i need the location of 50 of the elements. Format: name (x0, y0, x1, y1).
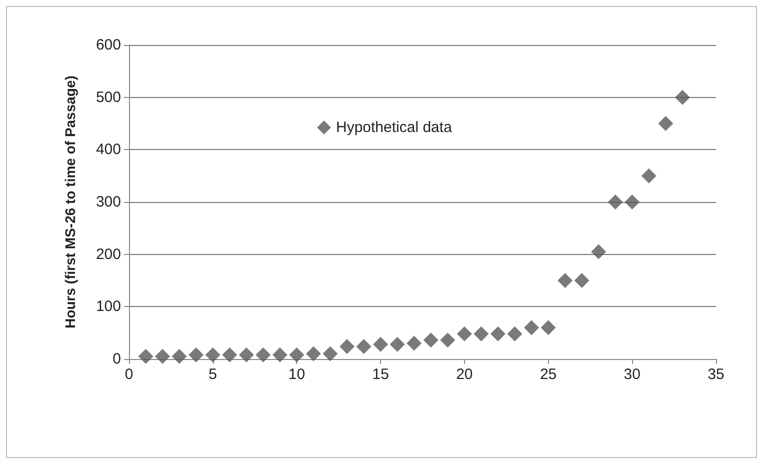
x-tick-label: 25 (540, 366, 557, 383)
point (289, 347, 304, 362)
x-tick-label: 20 (456, 366, 473, 383)
y-tick-label: 500 (96, 88, 121, 106)
y-tick-label: 600 (96, 36, 121, 54)
x-tick-label: 10 (288, 366, 306, 383)
point (456, 326, 472, 342)
point (641, 168, 656, 184)
point (340, 338, 355, 354)
point (540, 320, 556, 336)
point (507, 326, 522, 342)
x-tick-label: 15 (372, 366, 389, 383)
point (256, 347, 271, 362)
y-tick-label: 0 (112, 350, 121, 368)
point (406, 336, 422, 351)
point (205, 347, 220, 362)
point (608, 194, 623, 210)
point (474, 326, 489, 342)
y-axis-title: Hours (first MS-26 to time of Passage) (62, 76, 78, 328)
point (373, 336, 388, 352)
y-tick-label: 100 (96, 298, 121, 316)
point (222, 347, 238, 362)
point (524, 320, 540, 336)
point (322, 346, 338, 362)
point (591, 244, 606, 260)
x-tick-label: 30 (624, 366, 640, 383)
y-tick-label: 400 (96, 141, 121, 158)
point (390, 336, 405, 352)
x-tick-label: 0 (124, 366, 134, 383)
point (272, 347, 288, 362)
point (490, 326, 506, 342)
point (306, 346, 321, 362)
point (558, 273, 573, 288)
point (138, 348, 154, 364)
y-tick-label: 300 (96, 194, 121, 210)
point (624, 194, 640, 210)
point (674, 90, 690, 105)
point (356, 338, 372, 354)
point (658, 116, 674, 131)
point (188, 347, 204, 362)
point (172, 348, 187, 364)
x-tick-label: 35 (708, 366, 724, 383)
point (423, 332, 438, 348)
point (238, 347, 254, 362)
y-tick-label: 200 (96, 246, 121, 263)
point (155, 348, 170, 364)
x-tick-label: 5 (208, 366, 218, 383)
point (440, 332, 456, 348)
point (574, 273, 590, 288)
legend-label: Hypothetical data (336, 119, 453, 136)
